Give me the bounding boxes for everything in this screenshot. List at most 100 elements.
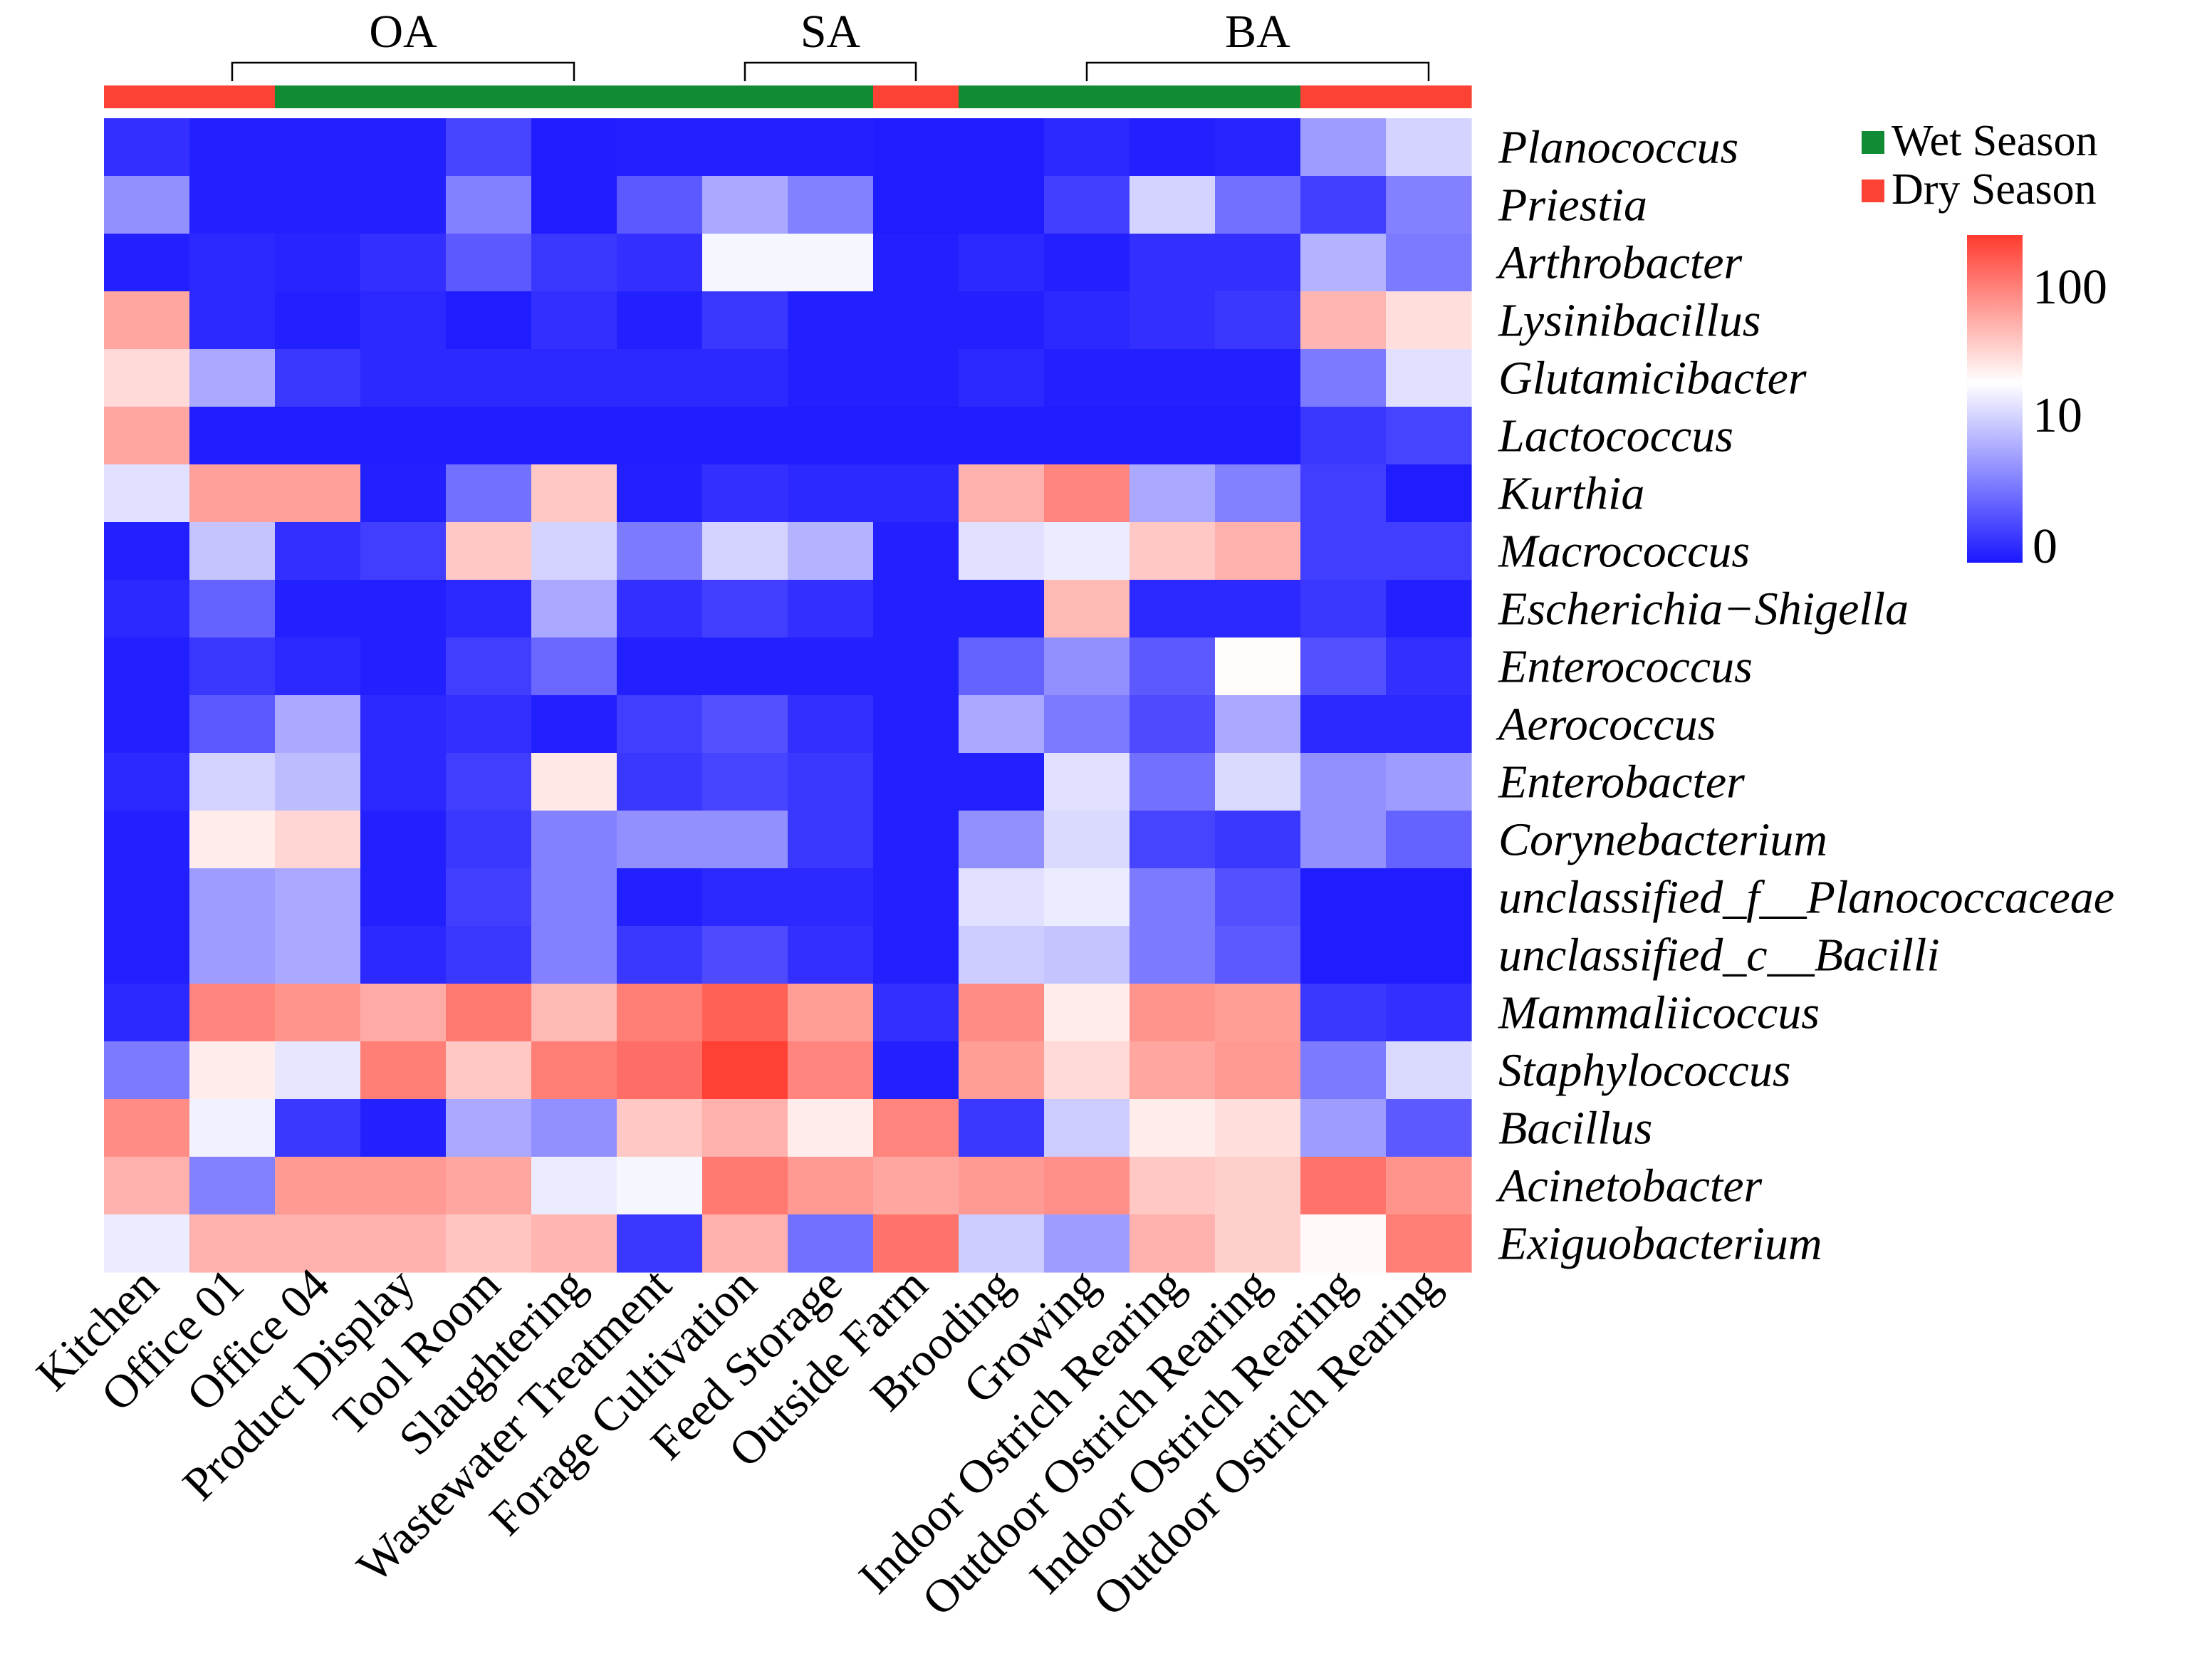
heatmap-cell-arthrobacter-col1 [104,234,190,292]
heatmap-cell-unclassified-f-planococcaceae-col12 [1044,868,1130,927]
heatmap-cell-macrococcus-col5 [446,522,532,581]
heatmap-cell-corynebacterium-col9 [788,811,874,869]
heatmap-cell-escherichia-shigella-col14 [1215,580,1301,638]
heatmap-cell-bacillus-col5 [446,1099,532,1157]
heatmap-cell-bacillus-col16 [1386,1099,1472,1157]
heatmap-cell-kurthia-col7 [617,464,703,523]
heatmap-cell-kurthia-col14 [1215,464,1301,523]
heatmap-cell-staphylococcus-col10 [873,1041,959,1100]
heatmap-cell-kurthia-col2 [189,464,276,523]
heatmap-cell-bacillus-col15 [1300,1099,1387,1157]
heatmap-cell-corynebacterium-col4 [360,811,447,869]
row-label-unclassified-f-planococcaceae: unclassified_f__Planococcaceae [1498,872,2114,924]
heatmap-cell-mammaliicoccus-col8 [702,984,788,1042]
heatmap-cell-glutamicibacter-col2 [189,349,276,407]
row-label-glutamicibacter: Glutamicibacter [1498,353,1807,405]
season-cell-col12 [1044,85,1130,108]
heatmap-cell-enterococcus-col3 [275,637,361,696]
heatmap-cell-unclassified-c-bacilli-col3 [275,926,361,984]
heatmap-cell-acinetobacter-col15 [1300,1157,1387,1215]
heatmap-cell-escherichia-shigella-col10 [873,580,959,638]
heatmap-cell-glutamicibacter-col6 [531,349,617,407]
season-cell-col16 [1386,85,1472,108]
heatmap-cell-exiguobacterium-col5 [446,1214,532,1273]
heatmap-cell-exiguobacterium-col15 [1300,1214,1387,1273]
heatmap-cell-escherichia-shigella-col15 [1300,580,1387,638]
season-cell-col11 [959,85,1045,108]
heatmap-cell-staphylococcus-col4 [360,1041,447,1100]
heatmap-cell-unclassified-f-planococcaceae-col5 [446,868,532,927]
heatmap-cell-lysinibacillus-col13 [1130,291,1216,350]
heatmap-cell-staphylococcus-col14 [1215,1041,1301,1100]
heatmap-cell-bacillus-col10 [873,1099,959,1157]
heatmap-cell-priestia-col4 [360,176,447,234]
heatmap-cell-escherichia-shigella-col4 [360,580,447,638]
heatmap-cell-macrococcus-col15 [1300,522,1387,581]
heatmap-cell-priestia-col8 [702,176,788,234]
heatmap-cell-enterobacter-col14 [1215,753,1301,811]
heatmap-cell-macrococcus-col4 [360,522,447,581]
heatmap-cell-corynebacterium-col14 [1215,811,1301,869]
heatmap-cell-corynebacterium-col10 [873,811,959,869]
heatmap-cell-glutamicibacter-col8 [702,349,788,407]
heatmap-cell-escherichia-shigella-col16 [1386,580,1472,638]
heatmap-cell-arthrobacter-col7 [617,234,703,292]
heatmap-cell-lysinibacillus-col12 [1044,291,1130,350]
heatmap-cell-macrococcus-col13 [1130,522,1216,581]
group-label-ba: BA [1225,6,1290,58]
season-cell-col10 [873,85,959,108]
heatmap-cell-exiguobacterium-col16 [1386,1214,1472,1273]
heatmap-cell-lysinibacillus-col16 [1386,291,1472,350]
heatmap-cell-enterococcus-col1 [104,637,190,696]
heatmap-cell-lactococcus-col2 [189,407,276,465]
heatmap-cell-aerococcus-col3 [275,695,361,754]
heatmap-cell-kurthia-col5 [446,464,532,523]
heatmap-cell-mammaliicoccus-col4 [360,984,447,1042]
heatmap-cell-escherichia-shigella-col11 [959,580,1045,638]
heatmap-cell-kurthia-col9 [788,464,874,523]
heatmap-cell-lysinibacillus-col8 [702,291,788,350]
heatmap-cell-lysinibacillus-col15 [1300,291,1387,350]
heatmap-cell-lysinibacillus-col7 [617,291,703,350]
heatmap-cell-exiguobacterium-col14 [1215,1214,1301,1273]
heatmap-cell-enterobacter-col13 [1130,753,1216,811]
row-label-bacillus: Bacillus [1498,1103,1652,1155]
heatmap-cell-exiguobacterium-col8 [702,1214,788,1273]
heatmap-cell-enterococcus-col12 [1044,637,1130,696]
heatmap-cell-staphylococcus-col1 [104,1041,190,1100]
heatmap-cell-arthrobacter-col12 [1044,234,1130,292]
heatmap-cell-unclassified-f-planococcaceae-col2 [189,868,276,927]
row-label-lactococcus: Lactococcus [1498,410,1733,462]
season-cell-col1 [104,85,190,108]
group-label-sa: SA [800,6,861,58]
heatmap-cell-exiguobacterium-col7 [617,1214,703,1273]
heatmap-cell-acinetobacter-col7 [617,1157,703,1215]
heatmap-cell-lactococcus-col7 [617,407,703,465]
heatmap-cell-escherichia-shigella-col7 [617,580,703,638]
heatmap-cell-unclassified-f-planococcaceae-col15 [1300,868,1387,927]
heatmap-cell-exiguobacterium-col10 [873,1214,959,1273]
heatmap-cell-exiguobacterium-col1 [104,1214,190,1273]
row-label-acinetobacter: Acinetobacter [1496,1160,1763,1212]
heatmap-cell-mammaliicoccus-col11 [959,984,1045,1042]
heatmap-cell-macrococcus-col8 [702,522,788,581]
row-label-aerococcus: Aerococcus [1496,699,1716,751]
group-label-oa: OA [369,6,437,58]
heatmap-cell-unclassified-c-bacilli-col13 [1130,926,1216,984]
heatmap-cell-glutamicibacter-col10 [873,349,959,407]
heatmap-cell-mammaliicoccus-col5 [446,984,532,1042]
heatmap-cell-unclassified-c-bacilli-col9 [788,926,874,984]
heatmap-cell-acinetobacter-col9 [788,1157,874,1215]
heatmap-cell-bacillus-col2 [189,1099,276,1157]
heatmap-cell-glutamicibacter-col16 [1386,349,1472,407]
season-cell-col9 [788,85,874,108]
heatmap-cell-planococcus-col7 [617,118,703,177]
heatmap-cell-arthrobacter-col11 [959,234,1045,292]
heatmap-cell-glutamicibacter-col12 [1044,349,1130,407]
heatmap-cell-bacillus-col4 [360,1099,447,1157]
heatmap-cell-lysinibacillus-col1 [104,291,190,350]
scale-tick-0: 0 [2033,519,2057,574]
heatmap-cell-acinetobacter-col14 [1215,1157,1301,1215]
heatmap-cell-kurthia-col11 [959,464,1045,523]
heatmap-cell-corynebacterium-col7 [617,811,703,869]
